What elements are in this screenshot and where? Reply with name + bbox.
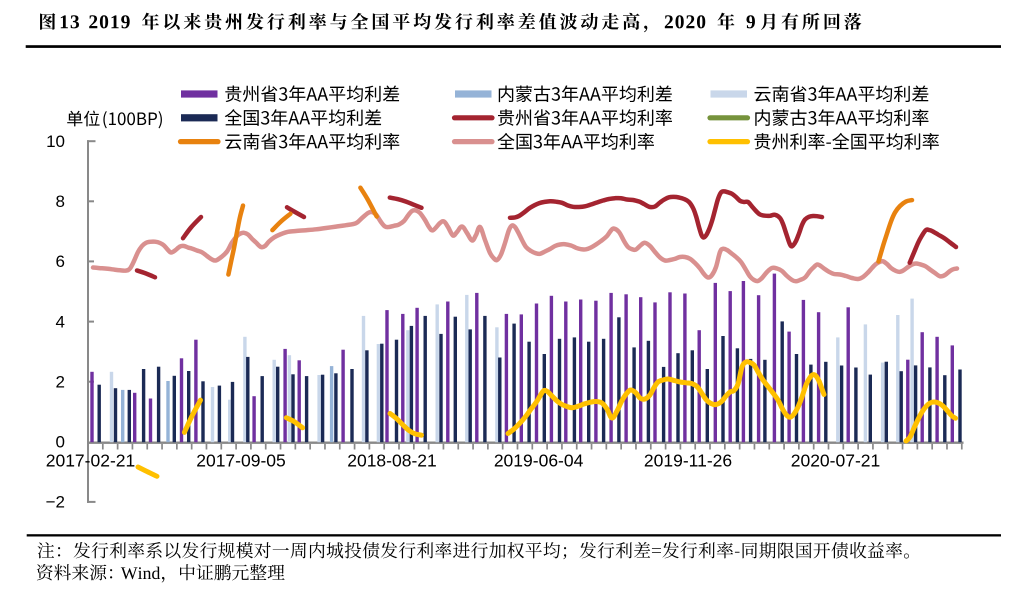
svg-text:8: 8	[56, 192, 65, 211]
svg-text:6: 6	[56, 252, 65, 271]
svg-text:2018-08-21: 2018-08-21	[347, 451, 437, 471]
svg-text:2019-06-04: 2019-06-04	[494, 451, 584, 471]
svg-text:−2: −2	[46, 493, 65, 512]
svg-text:2019-11-26: 2019-11-26	[644, 451, 732, 471]
svg-text:4: 4	[56, 312, 65, 331]
svg-text:2: 2	[56, 373, 65, 392]
svg-text:2017-09-05: 2017-09-05	[196, 451, 286, 471]
svg-text:0: 0	[56, 433, 65, 452]
svg-text:10: 10	[46, 132, 65, 151]
svg-text:2017-02-21: 2017-02-21	[46, 451, 136, 471]
svg-text:2020-07-21: 2020-07-21	[791, 451, 881, 471]
